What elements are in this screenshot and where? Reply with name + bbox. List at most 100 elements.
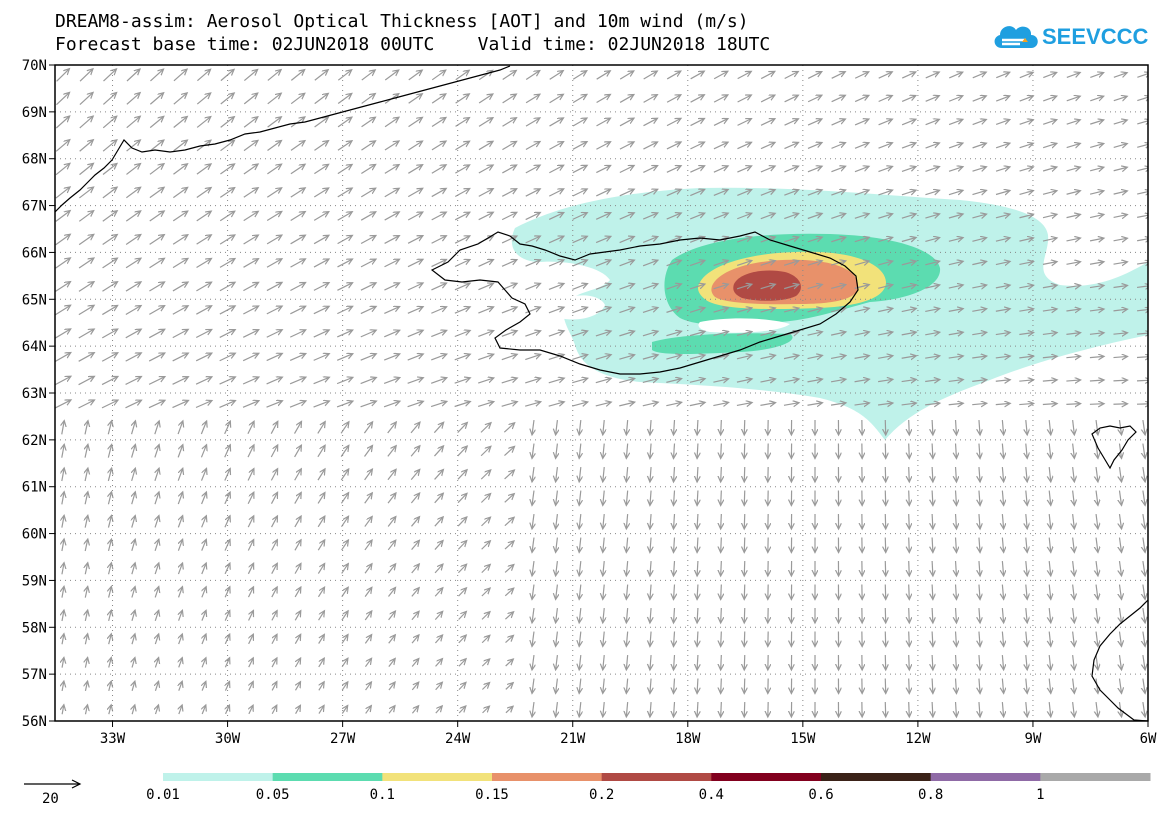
wind-vector — [744, 419, 745, 435]
wind-vector — [360, 306, 376, 315]
wind-vector — [956, 490, 957, 506]
wind-vector — [195, 353, 212, 362]
colorbar-label: 0.05 — [256, 787, 290, 803]
wind-vector — [219, 401, 236, 408]
wind-vector — [909, 490, 910, 506]
wind-vector — [361, 94, 376, 104]
wind-vector — [643, 142, 657, 150]
wind-vector — [317, 516, 325, 528]
wind-vector — [55, 282, 70, 292]
wind-reference-arrow: 20 — [24, 779, 82, 807]
wind-vector — [102, 93, 116, 105]
wind-vector — [854, 332, 870, 335]
wind-vector — [948, 332, 963, 334]
wind-vector — [901, 190, 916, 196]
wind-vector — [407, 401, 424, 408]
wind-vector — [1066, 309, 1080, 311]
wind-vector — [313, 188, 328, 198]
wind-vector — [572, 94, 587, 104]
wind-vector — [525, 260, 541, 267]
wind-vector — [340, 422, 349, 434]
wind-vector — [1042, 262, 1057, 265]
wind-vector — [201, 539, 207, 551]
wind-vector — [1089, 262, 1104, 264]
wind-vector — [854, 95, 869, 103]
wind-vector — [713, 142, 728, 150]
wind-vector — [525, 402, 541, 407]
wind-vector — [525, 331, 540, 337]
wind-vector — [972, 332, 986, 334]
wind-vector — [1119, 537, 1121, 553]
wind-vector — [387, 540, 395, 551]
wind-vector — [431, 188, 446, 198]
wind-vector — [596, 189, 610, 197]
wind-vector — [410, 493, 419, 504]
wind-vector — [831, 237, 845, 243]
wind-vector — [1096, 419, 1098, 435]
wind-vector — [407, 259, 423, 268]
wind-vector — [294, 469, 302, 481]
wind-vector — [1019, 167, 1034, 171]
wind-vector — [457, 493, 467, 504]
wind-vector — [360, 212, 376, 221]
wind-vector — [101, 400, 118, 409]
wind-vector — [243, 140, 258, 152]
wind-vector — [1042, 380, 1057, 381]
wind-vector — [878, 143, 893, 149]
wind-vector — [619, 166, 634, 174]
wind-vector — [925, 119, 940, 126]
wind-vector — [455, 118, 470, 127]
wind-vector — [336, 354, 353, 361]
wind-vector — [830, 356, 846, 359]
wind-vector — [1019, 191, 1034, 195]
wind-vector — [149, 164, 164, 175]
wind-vector — [901, 356, 917, 358]
wind-vector — [713, 331, 728, 335]
wind-vector — [995, 214, 1010, 218]
wind-vector — [1113, 144, 1128, 148]
wind-vector — [972, 214, 986, 218]
wind-vector — [1137, 73, 1148, 78]
wind-vector — [313, 401, 330, 408]
wind-vector — [172, 329, 188, 339]
wind-vector — [314, 141, 328, 151]
wind-vector — [1019, 285, 1033, 288]
wind-vector — [55, 163, 70, 176]
wind-vector — [266, 282, 282, 292]
wind-vector — [996, 72, 1009, 79]
wind-vector — [596, 165, 610, 174]
wind-vector — [149, 211, 164, 222]
wind-vector — [337, 141, 352, 151]
wind-vector — [1042, 167, 1057, 171]
wind-vector — [525, 307, 540, 314]
wind-reference-value: 20 — [42, 791, 59, 807]
wind-vector — [760, 119, 775, 126]
wind-vector — [854, 190, 869, 196]
wind-vector — [155, 468, 159, 481]
wind-vector — [125, 258, 141, 269]
wind-vector — [196, 258, 212, 269]
wind-vector — [387, 493, 396, 504]
wind-vector — [242, 401, 259, 408]
wind-vector — [807, 379, 823, 382]
wind-vector — [1019, 238, 1033, 241]
wind-vector — [666, 308, 681, 313]
wind-vector — [478, 189, 493, 197]
wind-vector — [596, 118, 611, 127]
aot-contour-02 — [733, 270, 801, 301]
wind-vector — [454, 307, 470, 314]
wind-vector — [548, 260, 564, 267]
wind-vector — [55, 376, 71, 386]
wind-vector — [454, 378, 471, 384]
wind-vector — [854, 403, 870, 405]
wind-vector — [744, 537, 745, 553]
wind-vector — [290, 117, 305, 128]
wind-vector — [434, 470, 444, 480]
wind-vector — [854, 261, 869, 265]
wind-vector — [172, 306, 188, 315]
wind-vector — [909, 466, 910, 482]
wind-vector — [313, 259, 329, 268]
wind-vector — [267, 117, 282, 128]
wind-vector — [224, 492, 230, 505]
wind-vector — [243, 117, 258, 128]
